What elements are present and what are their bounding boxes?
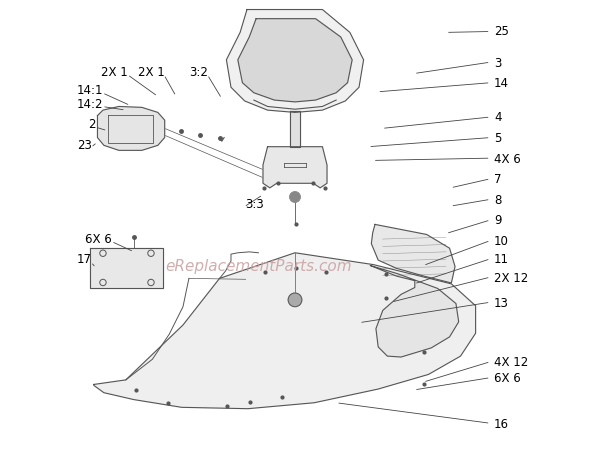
Text: 23: 23 (77, 139, 91, 151)
Text: 8: 8 (494, 193, 502, 207)
Circle shape (290, 192, 300, 203)
Polygon shape (94, 253, 476, 409)
Text: 10: 10 (494, 235, 509, 247)
Text: 3:2: 3:2 (189, 66, 208, 78)
Text: 9: 9 (494, 214, 502, 227)
Text: 14:2: 14:2 (77, 98, 103, 111)
Polygon shape (227, 11, 363, 113)
Polygon shape (263, 147, 327, 189)
Text: 2X 12: 2X 12 (494, 271, 528, 284)
Text: 4X 6: 4X 6 (494, 152, 520, 165)
Text: 2: 2 (88, 118, 96, 131)
Text: 4X 12: 4X 12 (494, 355, 528, 368)
Text: 11: 11 (494, 252, 509, 266)
Text: 14: 14 (494, 77, 509, 90)
Text: 7: 7 (494, 173, 502, 186)
Text: eReplacementParts.com: eReplacementParts.com (165, 258, 352, 274)
Text: 4: 4 (494, 111, 502, 124)
Text: 6X 6: 6X 6 (86, 232, 112, 245)
Text: 5: 5 (494, 132, 502, 145)
Text: 3: 3 (494, 56, 502, 69)
Text: 25: 25 (494, 24, 509, 38)
Polygon shape (290, 112, 300, 147)
Text: 3:3: 3:3 (245, 198, 264, 211)
Text: 6X 6: 6X 6 (494, 371, 520, 384)
Polygon shape (371, 266, 458, 357)
Circle shape (288, 293, 302, 307)
Polygon shape (238, 20, 352, 103)
Text: 2X 1: 2X 1 (138, 66, 165, 78)
Text: 13: 13 (494, 296, 509, 309)
Polygon shape (371, 225, 455, 283)
Text: 17: 17 (77, 252, 91, 266)
Text: 2X 1: 2X 1 (101, 66, 128, 78)
Polygon shape (90, 249, 163, 288)
Text: 16: 16 (494, 417, 509, 430)
Polygon shape (97, 107, 165, 151)
Text: 14:1: 14:1 (77, 84, 103, 97)
